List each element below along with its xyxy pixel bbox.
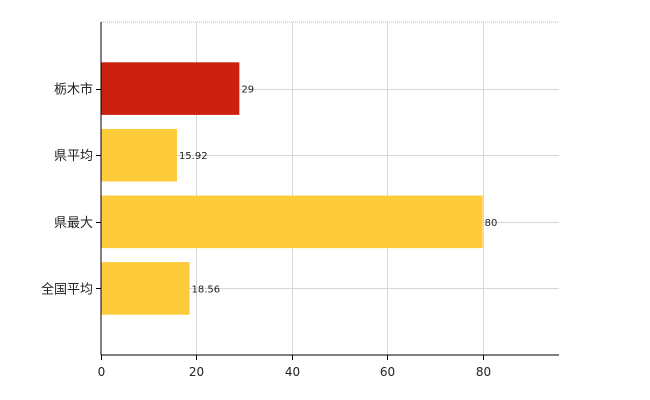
bar-2 <box>101 128 177 182</box>
bars <box>101 62 483 315</box>
x-tick-label: 20 <box>189 365 204 379</box>
bar-value-label: 15.92 <box>179 151 208 162</box>
bar-1 <box>101 62 240 115</box>
bar-value-label: 80 <box>485 218 498 229</box>
bar-4 <box>101 262 190 315</box>
bar-value-label: 29 <box>241 85 254 96</box>
bar-3 <box>101 195 483 249</box>
grid-lines <box>101 21 559 355</box>
x-tick-label: 0 <box>98 365 106 379</box>
y-tick-label: 栃木市 <box>54 82 93 98</box>
bar-value-label: 18.56 <box>192 284 221 295</box>
x-tick-label: 60 <box>380 365 395 379</box>
y-tick-label: 全国平均 <box>41 281 93 297</box>
x-tick-label: 40 <box>285 365 300 379</box>
x-tick-label: 80 <box>476 365 491 379</box>
data-labels: 29 15.92 80 18.56 <box>179 85 497 296</box>
axes <box>100 22 559 356</box>
y-tick-label: 県平均 <box>54 149 93 164</box>
y-tick-label: 県最大 <box>54 216 93 231</box>
x-axis-ticks: 0 20 40 60 80 <box>98 355 491 379</box>
